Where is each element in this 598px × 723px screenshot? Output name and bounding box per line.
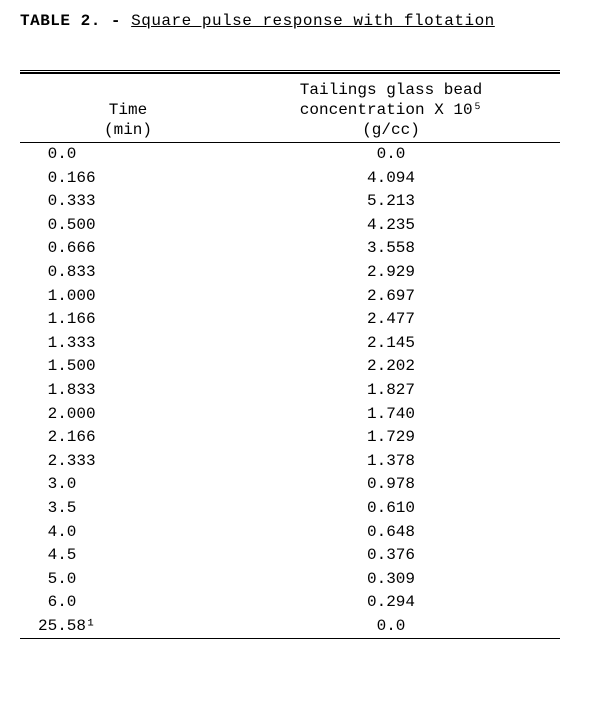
caption-title: Square pulse response with flotation xyxy=(131,12,495,30)
table-row: 1.8331.827 xyxy=(20,379,560,403)
cell-time: 0.0 xyxy=(20,143,222,167)
table-row: 0.1664.094 xyxy=(20,167,560,191)
cell-time: 2.166 xyxy=(20,426,222,450)
col-header-conc: Tailings glass bead concentration X 10⁵ … xyxy=(222,74,560,143)
cell-time: 5.0 xyxy=(20,568,222,592)
cell-time: 6.0 xyxy=(20,591,222,615)
cell-conc: 0.978 xyxy=(222,473,560,497)
table-header-row: Time (min) Tailings glass bead concentra… xyxy=(20,74,560,143)
table-row: 4.00.648 xyxy=(20,521,560,545)
table-body: 0.00.0 0.1664.094 0.3335.213 0.5004.235 … xyxy=(20,143,560,639)
cell-conc: 2.202 xyxy=(222,355,560,379)
table-row: 2.3331.378 xyxy=(20,450,560,474)
cell-conc: 1.729 xyxy=(222,426,560,450)
cell-conc: 1.740 xyxy=(222,403,560,427)
cell-conc: 2.145 xyxy=(222,332,560,356)
table-row: 25.58¹0.0 xyxy=(20,615,560,639)
cell-conc: 0.309 xyxy=(222,568,560,592)
table-row: 0.6663.558 xyxy=(20,237,560,261)
table-row: 1.3332.145 xyxy=(20,332,560,356)
header-text: (min) xyxy=(104,121,152,139)
cell-time: 2.333 xyxy=(20,450,222,474)
table-row: 1.5002.202 xyxy=(20,355,560,379)
cell-conc: 4.235 xyxy=(222,214,560,238)
cell-time: 1.833 xyxy=(20,379,222,403)
table-row: 3.00.978 xyxy=(20,473,560,497)
cell-time: 0.666 xyxy=(20,237,222,261)
cell-conc: 0.376 xyxy=(222,544,560,568)
cell-conc: 0.0 xyxy=(222,143,560,167)
table-row: 0.00.0 xyxy=(20,143,560,167)
cell-conc: 5.213 xyxy=(222,190,560,214)
cell-conc: 0.294 xyxy=(222,591,560,615)
cell-conc: 3.558 xyxy=(222,237,560,261)
header-text: concentration X 10⁵ xyxy=(300,101,482,119)
table-row: 3.50.610 xyxy=(20,497,560,521)
cell-conc: 2.929 xyxy=(222,261,560,285)
cell-time: 3.0 xyxy=(20,473,222,497)
table-row: 1.1662.477 xyxy=(20,308,560,332)
table-row: 0.3335.213 xyxy=(20,190,560,214)
table-row: 5.00.309 xyxy=(20,568,560,592)
cell-time: 2.000 xyxy=(20,403,222,427)
header-text: (g/cc) xyxy=(362,121,420,139)
table-row: 4.50.376 xyxy=(20,544,560,568)
table-row: 0.8332.929 xyxy=(20,261,560,285)
cell-time: 4.5 xyxy=(20,544,222,568)
table-row: 0.5004.235 xyxy=(20,214,560,238)
cell-conc: 4.094 xyxy=(222,167,560,191)
table-caption: TABLE 2. - Square pulse response with fl… xyxy=(20,12,578,30)
header-text: Time xyxy=(109,101,147,119)
cell-time: 4.0 xyxy=(20,521,222,545)
cell-conc: 1.378 xyxy=(222,450,560,474)
cell-time: 0.500 xyxy=(20,214,222,238)
header-text: Tailings glass bead xyxy=(300,81,482,99)
cell-time: 1.333 xyxy=(20,332,222,356)
data-table: Time (min) Tailings glass bead concentra… xyxy=(20,70,560,639)
cell-time: 3.5 xyxy=(20,497,222,521)
cell-conc: 0.0 xyxy=(222,615,560,639)
cell-conc: 0.610 xyxy=(222,497,560,521)
caption-label: TABLE 2. - xyxy=(20,12,131,30)
table-row: 2.1661.729 xyxy=(20,426,560,450)
cell-conc: 1.827 xyxy=(222,379,560,403)
col-header-time: Time (min) xyxy=(20,74,222,143)
table-row: 1.0002.697 xyxy=(20,285,560,309)
cell-time: 1.000 xyxy=(20,285,222,309)
table-row: 6.00.294 xyxy=(20,591,560,615)
cell-conc: 2.477 xyxy=(222,308,560,332)
cell-time: 0.833 xyxy=(20,261,222,285)
cell-conc: 0.648 xyxy=(222,521,560,545)
cell-conc: 2.697 xyxy=(222,285,560,309)
cell-time: 1.500 xyxy=(20,355,222,379)
table-row: 2.0001.740 xyxy=(20,403,560,427)
cell-time: 25.58¹ xyxy=(20,615,222,639)
cell-time: 1.166 xyxy=(20,308,222,332)
cell-time: 0.333 xyxy=(20,190,222,214)
cell-time: 0.166 xyxy=(20,167,222,191)
